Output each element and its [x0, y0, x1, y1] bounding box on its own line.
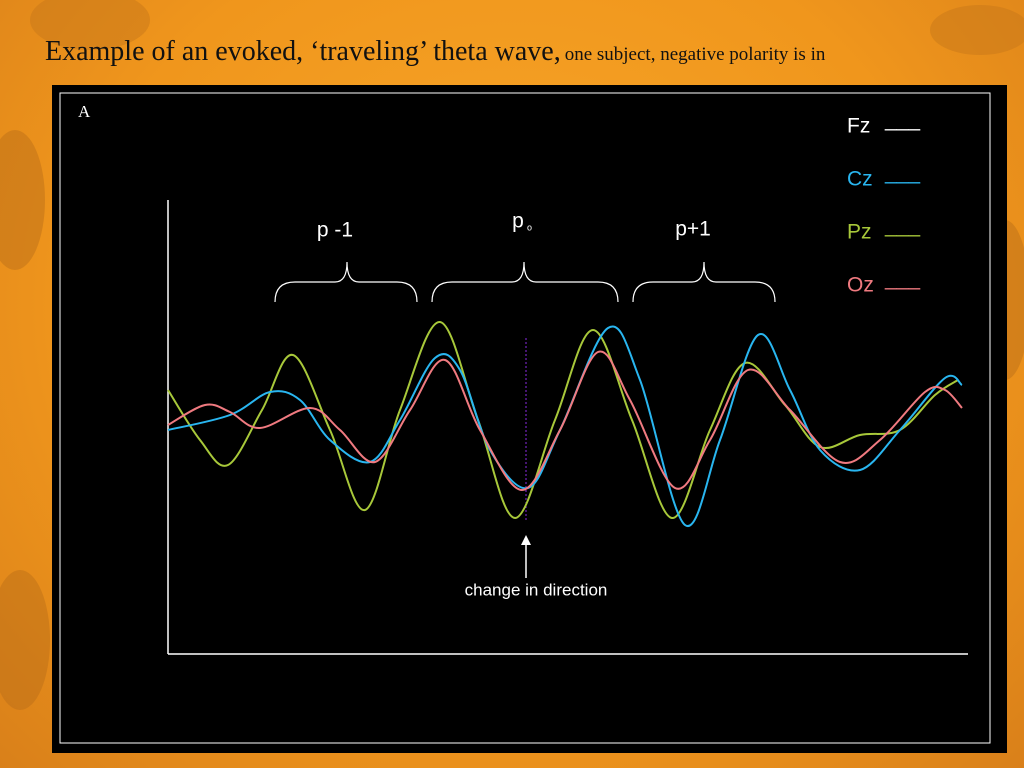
legend-name: Pz: [847, 221, 872, 244]
title-main: Example of an evoked, ‘traveling’ theta …: [45, 36, 561, 67]
figure-panel: [52, 85, 1007, 753]
title: Example of an evoked, ‘traveling’ theta …: [45, 36, 825, 68]
legend-line: ___: [884, 162, 920, 185]
waves: [167, 321, 963, 527]
legend-line: ___: [884, 215, 920, 238]
legend-name: Cz: [847, 168, 873, 191]
wave-trace: [167, 325, 963, 527]
legend-line: ___: [884, 268, 920, 291]
p-zero-label: p: [512, 210, 524, 233]
arrow-label: change in direction: [465, 580, 608, 599]
wave-trace: [167, 321, 959, 520]
leaf: [930, 5, 1024, 55]
panel-label: A: [78, 102, 91, 121]
leaf: [0, 570, 50, 710]
leaf: [30, 0, 150, 50]
p-plus-label: p+1: [675, 218, 711, 241]
arrow-head: [521, 535, 531, 545]
brace: [274, 261, 418, 303]
leaf: [0, 130, 45, 270]
legend-name: Fz: [847, 115, 870, 138]
wave-trace: [167, 350, 963, 492]
brace: [431, 261, 619, 303]
title-sub: one subject, negative polarity is in: [564, 44, 826, 65]
panel-border: [59, 92, 991, 744]
p-minus-label: p -1: [317, 219, 353, 242]
legend: Fz ___ Cz ___ Pz ___ Oz ___: [847, 109, 920, 297]
legend-line: ___: [884, 109, 920, 132]
brace: [632, 261, 776, 303]
p-zero-subscript: o: [527, 222, 532, 232]
braces: [274, 261, 776, 303]
legend-name: Oz: [847, 274, 874, 297]
